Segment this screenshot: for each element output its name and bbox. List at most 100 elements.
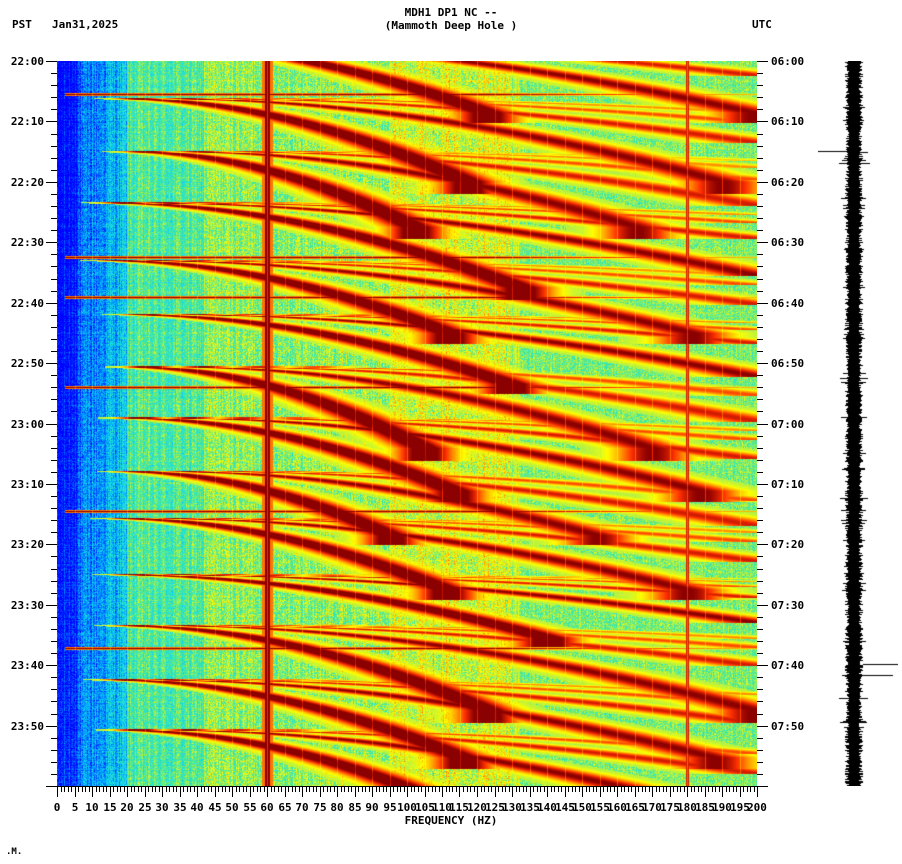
freq-tick-minor <box>260 786 261 792</box>
freq-tick-minor <box>452 786 453 792</box>
freq-tick-minor <box>134 786 135 792</box>
time-tick-minor-left <box>51 496 57 497</box>
time-tick-minor-right <box>757 134 763 135</box>
time-label-utc: 07:50 <box>771 720 805 733</box>
time-tick-minor-left <box>51 677 57 678</box>
freq-tick-minor <box>596 786 597 792</box>
time-tick-minor-right <box>757 689 763 690</box>
freq-tick-major <box>320 786 321 797</box>
freq-label: 30 <box>155 801 169 814</box>
time-tick-minor-left <box>51 701 57 702</box>
time-tick-major-right <box>757 544 768 545</box>
time-tick-minor-right <box>757 508 763 509</box>
freq-label: 155 <box>590 801 610 814</box>
freq-tick-minor <box>677 786 678 792</box>
freq-tick-minor <box>701 786 702 792</box>
freq-tick-minor <box>719 786 720 792</box>
freq-tick-minor <box>138 786 139 792</box>
freq-tick-minor <box>467 786 468 792</box>
time-label-pst: 22:50 <box>10 357 44 370</box>
freq-tick-minor <box>428 786 429 792</box>
freq-tick-major <box>145 786 146 797</box>
freq-tick-minor <box>327 786 328 792</box>
freq-tick-minor <box>568 786 569 792</box>
freq-tick-minor <box>589 786 590 792</box>
freq-tick-minor <box>85 786 86 792</box>
freq-tick-minor <box>642 786 643 792</box>
freq-tick-minor <box>628 786 629 792</box>
time-tick-minor-left <box>51 532 57 533</box>
freq-label: 165 <box>625 801 645 814</box>
time-tick-major-left <box>46 303 57 304</box>
freq-tick-minor <box>99 786 100 792</box>
freq-tick-minor <box>89 786 90 792</box>
frequency-axis-title: FREQUENCY (HZ) <box>404 814 498 827</box>
freq-tick-minor <box>614 786 615 792</box>
time-tick-major-right <box>757 484 768 485</box>
time-label-utc: 07:40 <box>771 659 805 672</box>
freq-label: 90 <box>365 801 379 814</box>
time-tick-minor-right <box>757 448 763 449</box>
freq-tick-minor <box>281 786 282 792</box>
freq-tick-minor <box>208 786 209 792</box>
time-tick-major-right <box>757 786 768 787</box>
time-label-utc: 06:20 <box>771 176 805 189</box>
time-tick-minor-left <box>51 641 57 642</box>
time-tick-minor-left <box>51 387 57 388</box>
freq-tick-major <box>285 786 286 797</box>
freq-tick-minor <box>141 786 142 792</box>
freq-label: 195 <box>730 801 750 814</box>
freq-tick-major <box>722 786 723 797</box>
freq-tick-minor <box>481 786 482 792</box>
freq-tick-minor <box>148 786 149 792</box>
spectrogram-plot[interactable] <box>57 61 757 786</box>
time-label-pst: 23:10 <box>10 478 44 491</box>
timezone-label-left: PST <box>12 18 32 31</box>
freq-tick-minor <box>173 786 174 792</box>
freq-tick-minor <box>684 786 685 792</box>
time-tick-minor-right <box>757 170 763 171</box>
time-label-pst: 23:50 <box>10 720 44 733</box>
time-tick-minor-left <box>51 762 57 763</box>
freq-tick-minor <box>470 786 471 792</box>
freq-tick-minor <box>348 786 349 792</box>
freq-label: 75 <box>313 801 327 814</box>
time-tick-minor-right <box>757 315 763 316</box>
freq-label: 170 <box>642 801 662 814</box>
freq-label: 140 <box>537 801 557 814</box>
time-tick-minor-right <box>757 158 763 159</box>
freq-tick-minor <box>61 786 62 792</box>
corner-artifact-mark: .M. <box>6 847 23 857</box>
freq-tick-minor <box>131 786 132 792</box>
time-tick-minor-left <box>51 569 57 570</box>
time-label-utc: 06:40 <box>771 297 805 310</box>
time-tick-major-left <box>46 242 57 243</box>
freq-tick-minor <box>183 786 184 792</box>
time-label-pst: 23:00 <box>10 418 44 431</box>
freq-tick-major <box>162 786 163 797</box>
freq-label: 0 <box>53 801 61 814</box>
freq-tick-minor <box>610 786 611 792</box>
freq-tick-minor <box>365 786 366 792</box>
time-label-utc: 06:10 <box>771 115 805 128</box>
freq-tick-minor <box>229 786 230 792</box>
freq-tick-minor <box>432 786 433 792</box>
freq-label: 160 <box>607 801 627 814</box>
freq-tick-minor <box>712 786 713 792</box>
freq-label: 105 <box>415 801 435 814</box>
freq-label: 65 <box>278 801 292 814</box>
time-tick-minor-left <box>51 279 57 280</box>
freq-label: 35 <box>173 801 187 814</box>
freq-tick-minor <box>323 786 324 792</box>
time-tick-minor-left <box>51 158 57 159</box>
freq-tick-major <box>582 786 583 797</box>
time-tick-minor-right <box>757 327 763 328</box>
freq-tick-major <box>530 786 531 797</box>
freq-tick-major <box>110 786 111 797</box>
freq-tick-major <box>92 786 93 797</box>
time-label-pst: 23:20 <box>10 538 44 551</box>
freq-tick-major <box>442 786 443 797</box>
freq-tick-major <box>477 786 478 797</box>
freq-tick-minor <box>211 786 212 792</box>
time-tick-minor-right <box>757 581 763 582</box>
